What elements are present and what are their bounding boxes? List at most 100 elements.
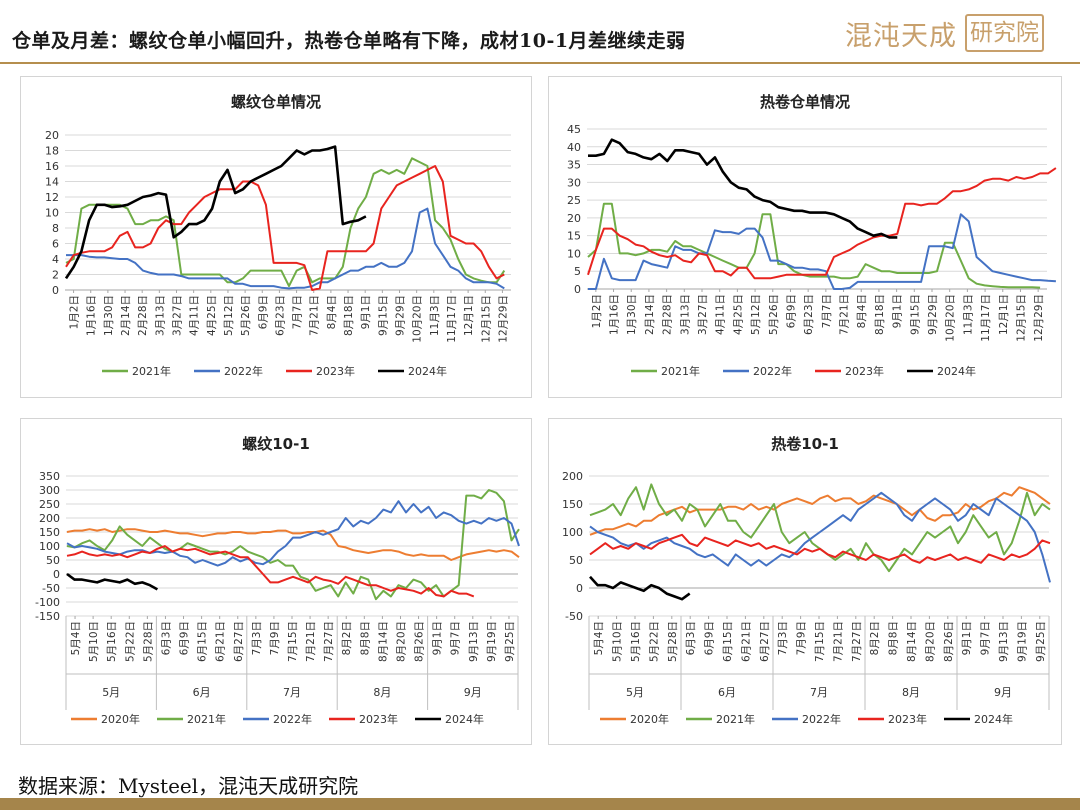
legend-label: 2022年 <box>224 364 263 378</box>
x-tick-label: 11月3日 <box>429 295 441 336</box>
x-tick-label: 5月26日 <box>768 294 780 335</box>
month-label: 5月 <box>626 686 644 699</box>
y-tick-label: 0 <box>52 284 59 297</box>
chart-title: 热卷10-1 <box>771 435 839 453</box>
x-tick-label: 12月15日 <box>480 295 492 343</box>
series-line <box>66 528 520 561</box>
series-line <box>589 575 691 601</box>
x-tick-label: 1月2日 <box>69 295 81 329</box>
y-tick-label: 8 <box>52 222 59 235</box>
x-tick-label: 8月4日 <box>326 295 338 329</box>
x-tick-label: 2月28日 <box>137 295 149 336</box>
x-tick-label: 12月29日 <box>497 295 509 343</box>
x-tick-label: 5月16日 <box>630 621 642 662</box>
x-tick-label: 7月27日 <box>851 621 863 662</box>
x-tick-label: 5月16日 <box>106 621 118 662</box>
x-tick-label: 9月1日 <box>961 621 973 655</box>
x-tick-label: 12月29日 <box>1033 294 1045 342</box>
x-tick-label: 9月13日 <box>998 621 1010 662</box>
month-label: 7月 <box>810 686 828 699</box>
chart-panel-rebar-spread: 螺纹10-1 -150 -100 -50 0 50 100 150 200 250 300 350 5月… <box>20 418 532 745</box>
y-tick-label: 300 <box>39 484 60 497</box>
x-tick-label: 9月15日 <box>909 294 921 335</box>
y-tick-label: 30 <box>567 176 581 189</box>
y-tick-label: 45 <box>567 123 581 136</box>
legend-label: 2021年 <box>661 364 700 378</box>
y-tick-label: 25 <box>567 194 581 207</box>
x-tick-label: 3月13日 <box>154 295 166 336</box>
x-tick-label: 7月27日 <box>323 621 335 662</box>
y-tick-label: -100 <box>35 596 60 609</box>
y-tick-label: 50 <box>46 554 60 567</box>
y-tick-label: 5 <box>574 265 581 278</box>
series-line <box>588 138 898 239</box>
x-tick-label: 2月28日 <box>662 294 674 335</box>
series-line <box>65 165 505 291</box>
y-tick-label: 0 <box>53 568 60 581</box>
x-tick-label: 8月20日 <box>924 621 936 662</box>
x-tick-label: 7月7日 <box>821 294 833 328</box>
x-tick-label: 10月20日 <box>412 295 424 343</box>
y-tick-label: 15 <box>567 230 581 243</box>
x-tick-label: 6月9日 <box>785 294 797 328</box>
x-tick-label: 5月12日 <box>750 294 762 335</box>
x-tick-label: 9月1日 <box>432 621 444 655</box>
header-divider <box>0 62 1080 64</box>
x-tick-label: 6月3日 <box>160 621 172 655</box>
x-tick-label: 2月14日 <box>120 295 132 336</box>
y-tick-label: 20 <box>567 212 581 225</box>
x-tick-label: 9月1日 <box>892 294 904 328</box>
y-tick-label: 0 <box>574 283 581 296</box>
x-tick-label: 9月13日 <box>468 621 480 662</box>
logo-main-text: 混沌天成 <box>845 21 957 52</box>
x-tick-label: 6月21日 <box>740 621 752 662</box>
series-line <box>588 213 1056 290</box>
x-tick-label: 5月12日 <box>223 295 235 336</box>
x-tick-label: 9月15日 <box>377 295 389 336</box>
legend-label: 2024年 <box>974 712 1013 726</box>
y-tick-label: 100 <box>562 526 583 539</box>
x-tick-label: 8月26日 <box>943 621 955 662</box>
y-tick-label: 150 <box>39 526 60 539</box>
x-tick-label: 6月15日 <box>722 621 734 662</box>
legend-label: 2024年 <box>408 364 447 378</box>
x-tick-label: 1月16日 <box>86 295 98 336</box>
x-tick-label: 1月2日 <box>591 294 603 328</box>
legend-label: 2023年 <box>316 364 355 378</box>
x-tick-label: 9月1日 <box>360 295 372 329</box>
x-tick-label: 7月21日 <box>305 621 317 662</box>
x-tick-label: 6月21日 <box>215 621 227 662</box>
legend-label: 2023年 <box>845 364 884 378</box>
chart-title: 热卷仓单情况 <box>760 93 850 111</box>
x-tick-label: 1月30日 <box>626 294 638 335</box>
x-tick-label: 8月14日 <box>377 621 389 662</box>
x-tick-label: 5月28日 <box>667 621 679 662</box>
y-tick-label: 250 <box>39 498 60 511</box>
x-tick-label: 9月19日 <box>486 621 498 662</box>
chart-panel-rebar-receipts: 螺纹仓单情况 0 2 4 6 8 10 12 14 16 18 20 1月2日 1月16日 1月30日 2月1… <box>20 76 532 398</box>
company-logo: 混沌天成 研究院 <box>845 12 1057 54</box>
x-tick-label: 8月26日 <box>414 621 426 662</box>
x-tick-label: 9月7日 <box>450 621 462 655</box>
x-tick-label: 6月15日 <box>197 621 209 662</box>
legend-label: 2021年 <box>132 364 171 378</box>
series-line <box>66 545 475 598</box>
x-tick-label: 3月27日 <box>697 294 709 335</box>
legend-label: 2024年 <box>937 364 976 378</box>
y-tick-label: 20 <box>45 129 59 142</box>
legend-label: 2021年 <box>187 712 226 726</box>
x-tick-label: 4月11日 <box>189 295 201 336</box>
y-tick-label: 16 <box>45 160 59 173</box>
x-tick-label: 7月7日 <box>292 295 304 329</box>
x-tick-label: 3月13日 <box>679 294 691 335</box>
x-tick-label: 8月18日 <box>874 294 886 335</box>
x-tick-label: 7月15日 <box>287 621 299 662</box>
legend-label: 2022年 <box>802 712 841 726</box>
x-tick-label: 7月9日 <box>269 621 281 655</box>
x-tick-label: 5月22日 <box>124 621 136 662</box>
month-label: 7月 <box>283 686 301 699</box>
y-tick-label: 12 <box>45 191 59 204</box>
y-tick-label: 2 <box>52 269 59 282</box>
series-line <box>66 572 159 591</box>
y-tick-label: 6 <box>52 238 59 251</box>
